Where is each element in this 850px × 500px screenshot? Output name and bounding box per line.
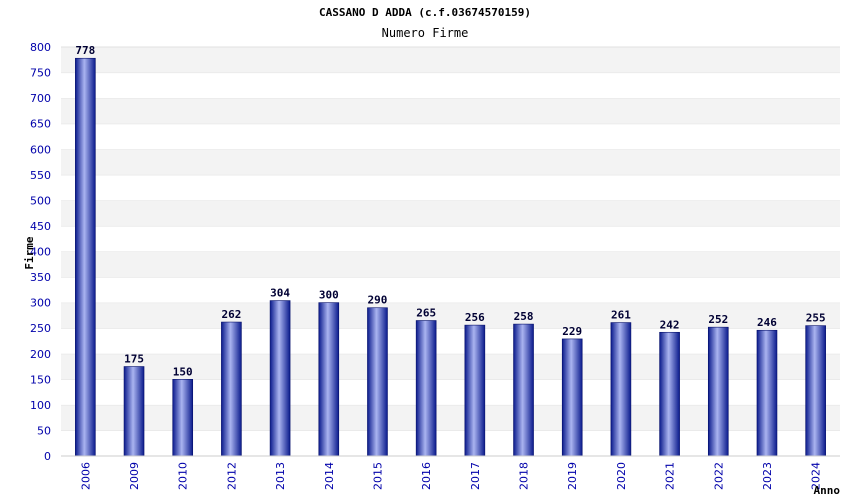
x-axis-ticks: 2006 2009 2010 2012 2013 2014 2015 2016 2017 2018… [79,462,822,490]
grid-band [61,123,840,150]
x-tick-label: 2015 [371,462,384,490]
data-label: 778 [75,44,95,57]
x-tick-label: 2014 [323,462,336,490]
bar [707,326,729,457]
chart-subtitle: Numero Firme [382,26,469,40]
bar [221,321,242,457]
grid-band [61,149,840,175]
y-tick-label: 650 [30,118,51,131]
grid-band [61,174,840,201]
x-tick-label: 2018 [518,462,531,490]
y-tick-label: 100 [30,399,51,412]
x-tick-label: 2006 [79,462,92,490]
x-tick-label: 2022 [712,462,725,490]
y-axis-ticks: 0 50 100 150 200 250 300 350 400 450 500 550 600 650 7… [30,41,51,463]
grid-band [61,47,840,73]
bar [415,320,437,457]
x-tick-label: 2019 [566,462,579,490]
grid-band [61,200,840,226]
y-tick-label: 250 [30,322,51,335]
data-label: 265 [416,307,436,320]
y-tick-label: 0 [44,450,51,463]
x-tick-label: 2024 [810,462,823,490]
bar [367,307,388,457]
x-tick-label: 2023 [761,462,774,490]
y-tick-label: 500 [30,194,51,207]
grid-band [61,225,840,252]
bar [318,302,340,457]
bar [75,57,96,457]
data-label: 262 [221,308,241,321]
x-tick-label: 2020 [615,462,628,490]
x-tick-label: 2021 [664,462,677,490]
y-tick-label: 400 [30,246,51,259]
y-tick-label: 150 [30,373,51,386]
x-axis-title: Anno [814,484,841,497]
data-label: 252 [708,313,728,326]
grid-band [61,251,840,278]
x-tick-label: 2012 [225,462,238,490]
y-axis-title: Firme [23,236,36,269]
data-label: 256 [465,311,485,324]
data-label: 261 [611,309,631,322]
bar [610,322,632,457]
data-label: 175 [124,353,144,366]
grid-bands [61,46,840,456]
value-labels: 778 175 150 262 304 300 290 265 256 258 229 261 242 2… [75,44,825,378]
data-label: 229 [562,325,582,338]
x-tick-label: 2013 [274,462,287,490]
bar [561,338,583,457]
y-tick-label: 450 [30,220,51,233]
y-tick-label: 550 [30,169,51,182]
y-tick-label: 350 [30,271,51,284]
chart-title: CASSANO D ADDA (c.f.03674570159) [319,6,531,19]
data-label: 255 [806,312,826,325]
bar [269,300,291,457]
data-label: 304 [270,287,290,300]
bar [513,323,534,457]
y-tick-label: 50 [37,424,51,437]
data-label: 300 [319,289,339,302]
data-label: 242 [660,318,680,331]
bar [464,324,486,457]
bars [75,57,826,457]
bar [805,325,826,457]
y-tick-label: 750 [30,67,51,80]
data-label: 258 [514,310,534,323]
x-tick-label: 2017 [469,462,482,490]
data-label: 246 [757,316,777,329]
data-label: 290 [368,294,388,307]
bar [123,366,145,457]
grid-band [61,277,840,303]
grid-band [61,302,840,329]
grid-band [61,98,840,124]
x-tick-label: 2010 [177,462,190,490]
x-tick-label: 2009 [128,462,141,490]
bar [659,331,680,457]
y-tick-label: 700 [30,92,51,105]
bar [172,379,194,457]
data-label: 150 [173,365,193,378]
bar [756,329,778,457]
y-tick-label: 200 [30,348,51,361]
x-tick-label: 2016 [420,462,433,490]
y-tick-label: 300 [30,297,51,310]
y-tick-label: 600 [30,143,51,156]
y-tick-label: 800 [30,41,51,54]
grid-band [61,72,840,99]
